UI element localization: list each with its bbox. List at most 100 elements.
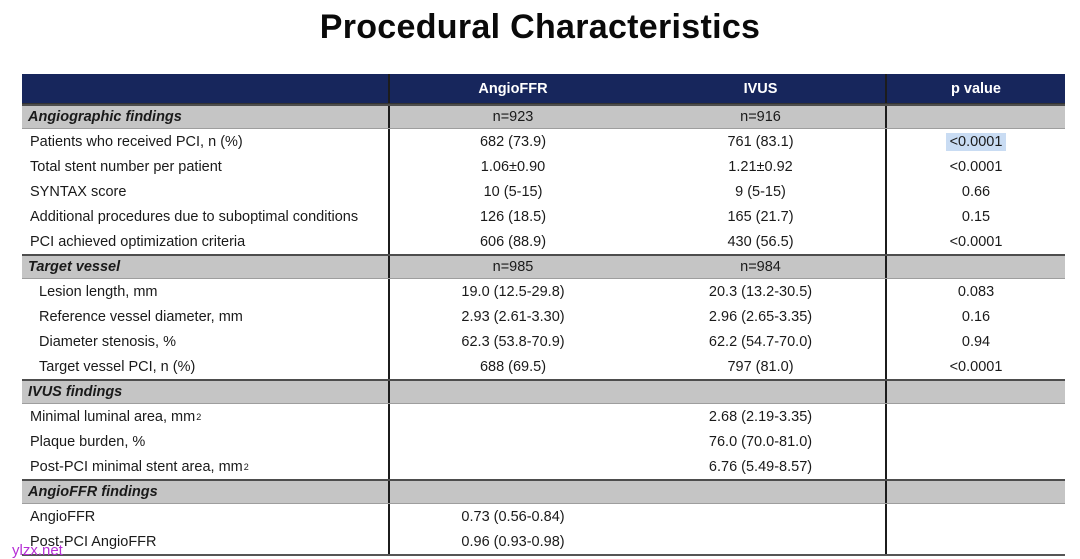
angioffr-value: 19.0 (12.5-29.8): [388, 279, 636, 304]
table-row: PCI achieved optimization criteria 606 (8…: [22, 229, 1065, 254]
row-label: AngioFFR findings: [28, 484, 158, 500]
angioffr-value: 0.73 (0.56-0.84): [388, 504, 636, 529]
p-value: [885, 504, 1065, 529]
p-value: 0.15: [885, 204, 1065, 229]
row-label: Plaque burden, %: [30, 433, 146, 450]
row-label: Target vessel PCI, n (%): [39, 358, 196, 375]
ivus-value: 9 (5-15): [735, 183, 786, 200]
row-label: Angiographic findings: [28, 109, 182, 125]
angioffr-value: 688 (69.5): [388, 354, 636, 379]
row-label: Patients who received PCI, n (%): [30, 133, 243, 150]
angioffr-value: 62.3 (53.8-70.9): [388, 329, 636, 354]
table-row: Plaque burden, % 76.0 (70.0-81.0): [22, 429, 1065, 454]
table-row: SYNTAX score 10 (5-15) 9 (5-15) 0.66: [22, 179, 1065, 204]
row-label: Diameter stenosis, %: [39, 333, 176, 350]
row-label: Post-PCI minimal stent area, mm 2: [30, 458, 249, 475]
ivus-value: 2.68 (2.19-3.35): [708, 408, 813, 425]
p-value: <0.0001: [885, 129, 1065, 154]
angioffr-value: 126 (18.5): [388, 204, 636, 229]
row-label: Reference vessel diameter, mm: [39, 308, 243, 325]
table-row: Reference vessel diameter, mm 2.93 (2.61-…: [22, 304, 1065, 329]
table-row: Post-PCI AngioFFR 0.96 (0.93-0.98): [22, 529, 1065, 554]
angioffr-value: n=923: [388, 106, 636, 128]
table-header-row: AngioFFR IVUS p value: [22, 74, 1065, 104]
row-label: SYNTAX score: [30, 183, 127, 200]
ivus-value: 20.3 (13.2-30.5): [708, 283, 813, 300]
row-label: Minimal luminal area, mm 2: [30, 408, 202, 425]
ivus-value: [636, 381, 885, 403]
ivus-value: 6.76 (5.49-8.57): [708, 458, 813, 475]
ivus-value: [636, 481, 885, 503]
angioffr-value: [388, 454, 636, 479]
angioffr-value: [388, 481, 636, 503]
header-ivus: IVUS: [743, 80, 778, 97]
section-row: Angiographic findings n=923 n=916: [22, 104, 1065, 129]
ivus-value: [636, 529, 885, 554]
angioffr-value: 10 (5-15): [388, 179, 636, 204]
ivus-value: n=984: [740, 259, 781, 275]
header-pvalue: p value: [885, 74, 1065, 103]
header-angioffr: AngioFFR: [388, 74, 636, 103]
angioffr-value: 2.93 (2.61-3.30): [388, 304, 636, 329]
p-value: <0.0001: [885, 154, 1065, 179]
p-value: 0.16: [885, 304, 1065, 329]
angioffr-value: [388, 429, 636, 454]
table-row: Diameter stenosis, % 62.3 (53.8-70.9) 62.2…: [22, 329, 1065, 354]
angioffr-value: 1.06±0.90: [388, 154, 636, 179]
watermark: ylzx.net: [12, 542, 63, 559]
p-value: [885, 529, 1065, 554]
row-label: Total stent number per patient: [30, 158, 222, 175]
table-row: Minimal luminal area, mm 2 2.68 (2.19-3.35…: [22, 404, 1065, 429]
ivus-value: 430 (56.5): [727, 233, 794, 250]
angioffr-value: [388, 404, 636, 429]
section-row: IVUS findings: [22, 379, 1065, 404]
p-value: 0.083: [885, 279, 1065, 304]
angioffr-value: 606 (88.9): [388, 229, 636, 254]
p-value: [885, 429, 1065, 454]
row-label: IVUS findings: [28, 384, 123, 400]
p-value: [885, 256, 1065, 278]
highlighted-p-value: <0.0001: [945, 132, 1007, 151]
p-value: 0.94: [885, 329, 1065, 354]
ivus-value: [636, 504, 885, 529]
section-row: AngioFFR findings: [22, 479, 1065, 504]
p-value: <0.0001: [885, 354, 1065, 379]
row-label: Lesion length, mm: [39, 283, 158, 300]
table-row: Lesion length, mm 19.0 (12.5-29.8) 20.3 (1…: [22, 279, 1065, 304]
table-body: Angiographic findings n=923 n=916 Patients …: [22, 104, 1065, 554]
table-row: Post-PCI minimal stent area, mm 2 6.76 (5.…: [22, 454, 1065, 479]
p-value: [885, 106, 1065, 128]
header-empty-cell: [22, 74, 388, 103]
angioffr-value: n=985: [388, 256, 636, 278]
ivus-value: 62.2 (54.7-70.0): [708, 333, 813, 350]
ivus-value: 165 (21.7): [727, 208, 794, 225]
table-row: AngioFFR 0.73 (0.56-0.84): [22, 504, 1065, 529]
row-label: Post-PCI AngioFFR: [30, 533, 157, 550]
row-label: PCI achieved optimization criteria: [30, 233, 246, 250]
ivus-value: 1.21±0.92: [728, 158, 793, 175]
ivus-value: 2.96 (2.65-3.35): [708, 308, 813, 325]
page-title: Procedural Characteristics: [319, 8, 761, 46]
table-row: Additional procedures due to suboptimal …: [22, 204, 1065, 229]
ivus-value: 761 (83.1): [727, 133, 794, 150]
ivus-value: 797 (81.0): [727, 358, 794, 375]
angioffr-value: 682 (73.9): [388, 129, 636, 154]
p-value: [885, 481, 1065, 503]
section-row: Target vessel n=985 n=984: [22, 254, 1065, 279]
p-value: [885, 454, 1065, 479]
table-row: Patients who received PCI, n (%) 682 (73.…: [22, 129, 1065, 154]
p-value: [885, 381, 1065, 403]
angioffr-value: 0.96 (0.93-0.98): [388, 529, 636, 554]
procedural-characteristics-table: AngioFFR IVUS p value Angiographic findi…: [22, 74, 1065, 556]
row-label: Additional procedures due to suboptimal …: [30, 208, 359, 225]
ivus-value: n=916: [740, 109, 781, 125]
table-row: Total stent number per patient 1.06±0.90 1…: [22, 154, 1065, 179]
p-value: 0.66: [885, 179, 1065, 204]
angioffr-value: [388, 381, 636, 403]
table-row: Target vessel PCI, n (%) 688 (69.5) 797 (8…: [22, 354, 1065, 379]
ivus-value: 76.0 (70.0-81.0): [708, 433, 813, 450]
row-label: AngioFFR: [30, 508, 96, 525]
row-label: Target vessel: [28, 259, 121, 275]
p-value: <0.0001: [885, 229, 1065, 254]
p-value: [885, 404, 1065, 429]
